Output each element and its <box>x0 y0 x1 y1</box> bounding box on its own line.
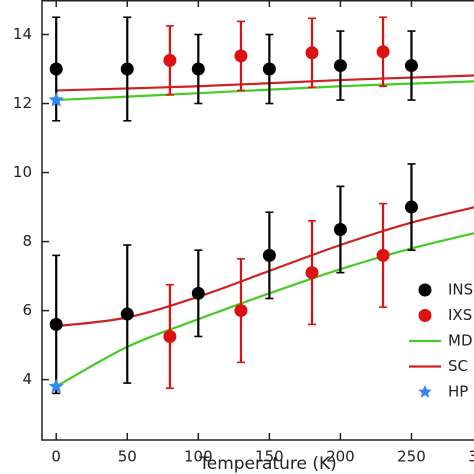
star-point <box>48 378 64 393</box>
legend-label: IXS <box>448 306 472 324</box>
legend-label: MD <box>448 332 473 350</box>
legend-marker <box>418 283 432 297</box>
point <box>404 200 418 214</box>
point <box>234 304 248 318</box>
point <box>49 317 63 331</box>
y-tick-label: 4 <box>22 370 32 388</box>
point <box>404 59 418 73</box>
x-tick-label: 100 <box>184 448 213 466</box>
x-tick-label: 50 <box>118 448 137 466</box>
y-tick-label: 8 <box>22 232 32 250</box>
legend-label: SC <box>448 357 468 375</box>
legend-marker <box>418 309 432 322</box>
x-tick-label: 300 <box>468 448 474 466</box>
x-tick-label: 150 <box>255 448 284 466</box>
x-axis-label: Temperature (K) <box>198 454 337 474</box>
point <box>49 62 63 76</box>
legend-label: HP <box>448 383 468 401</box>
point <box>262 62 276 76</box>
x-tick-label: 0 <box>51 448 61 466</box>
point <box>376 45 390 59</box>
point <box>120 307 134 321</box>
legend-marker <box>418 385 432 398</box>
point <box>333 222 347 236</box>
point <box>191 286 205 300</box>
point <box>376 248 390 262</box>
plot-frame <box>41 0 474 441</box>
point <box>305 46 319 60</box>
y-tick-label: 12 <box>13 94 32 112</box>
point <box>262 248 276 262</box>
y-tick-label: 6 <box>22 301 32 319</box>
x-tick-label: 200 <box>326 448 355 466</box>
point <box>191 62 205 76</box>
y-tick-label: 14 <box>13 25 32 43</box>
point <box>305 266 319 280</box>
x-tick-label: 250 <box>397 448 426 466</box>
point <box>120 62 134 76</box>
point <box>234 49 248 63</box>
point <box>163 53 177 67</box>
y-tick-label: 10 <box>13 163 32 181</box>
star-point <box>48 92 64 107</box>
legend-label: INS <box>448 281 473 299</box>
point <box>163 329 177 343</box>
plot-area <box>48 16 474 395</box>
point <box>333 59 347 73</box>
